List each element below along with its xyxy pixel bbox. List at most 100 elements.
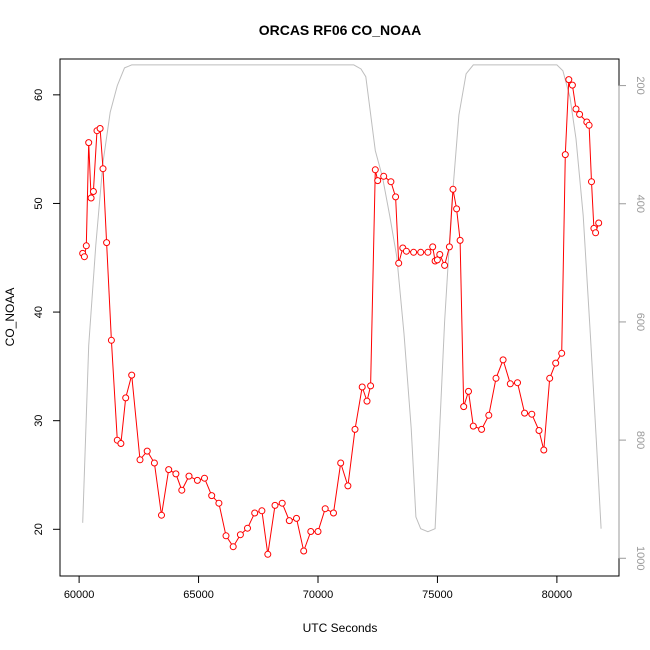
x-axis: 60000 65000 70000 75000 80000 <box>64 575 573 601</box>
co-point <box>193 476 201 484</box>
co-point <box>258 507 266 515</box>
co-point <box>469 422 477 430</box>
co-point <box>588 178 595 186</box>
co-point <box>585 121 593 129</box>
y-tick-label: 30 <box>33 415 45 427</box>
pressure-line <box>82 64 602 533</box>
co-point <box>424 248 432 256</box>
x-tick-label: 65000 <box>183 589 214 601</box>
co-point <box>506 380 514 388</box>
y-tick-label: 60 <box>33 89 45 101</box>
co-point <box>251 509 259 517</box>
co-point <box>445 243 453 251</box>
co-point <box>371 166 379 174</box>
co-point <box>528 410 536 418</box>
co-point <box>441 261 449 269</box>
co-point <box>143 447 151 455</box>
co-point <box>540 446 548 454</box>
co-point <box>387 178 395 186</box>
co-point <box>465 387 472 395</box>
co-point <box>453 205 461 213</box>
co-point <box>330 509 337 517</box>
co-point <box>358 383 366 391</box>
co-point <box>561 151 569 159</box>
co-point <box>363 397 371 405</box>
co-point <box>402 247 410 255</box>
co-series <box>79 76 603 558</box>
co-point <box>337 459 345 467</box>
co-point <box>165 466 173 474</box>
co-point <box>351 425 359 433</box>
co-point <box>107 336 115 344</box>
co-point <box>117 440 125 447</box>
y-axis-label: CO_NOAA <box>3 288 17 347</box>
co-point <box>87 194 95 202</box>
co-point <box>392 193 400 201</box>
co-point <box>244 524 251 532</box>
co-point <box>89 188 97 195</box>
y-tick-label: 20 <box>33 523 45 535</box>
co-point <box>514 379 521 387</box>
co-point <box>185 472 193 480</box>
y-axis: 20 30 40 50 60 <box>33 89 61 535</box>
y-tick-label: 40 <box>33 306 45 318</box>
chart-title: ORCAS RF06 CO_NOAA <box>259 22 422 38</box>
co-point <box>395 259 403 267</box>
co-point <box>208 492 216 500</box>
co-point <box>576 110 584 118</box>
co-point <box>278 499 286 507</box>
co-point <box>492 374 500 382</box>
co-point <box>485 411 493 419</box>
co-point <box>80 253 88 261</box>
right-tick-label: 800 <box>634 431 646 449</box>
co-point <box>82 242 90 250</box>
co-point <box>307 528 315 535</box>
co-point <box>96 125 104 132</box>
co-point <box>499 356 507 364</box>
co-point <box>172 470 180 478</box>
x-tick-label: 60000 <box>64 589 95 601</box>
co-point <box>380 172 388 180</box>
co-point <box>546 374 554 382</box>
co-point <box>456 236 464 244</box>
co-point <box>103 239 111 247</box>
co-point <box>572 105 580 113</box>
co-point <box>285 517 293 525</box>
co-point <box>229 543 237 551</box>
co-point <box>374 177 382 185</box>
co-point <box>136 456 144 464</box>
co-point <box>222 532 230 540</box>
co-point <box>449 185 457 193</box>
co-point <box>565 76 573 84</box>
co-point <box>436 251 444 258</box>
co-point <box>178 486 186 494</box>
co-point <box>410 248 418 256</box>
co-point <box>521 409 529 417</box>
co-point <box>367 382 375 390</box>
right-axis: 200 400 600 800 1000 <box>618 76 646 571</box>
right-tick-label: 200 <box>634 76 646 94</box>
x-tick-label: 70000 <box>303 589 334 601</box>
co-point <box>215 499 223 507</box>
co-point <box>552 359 560 367</box>
right-tick-label: 1000 <box>634 546 646 570</box>
co-point <box>99 165 107 173</box>
co-point <box>122 394 130 402</box>
co-point <box>595 219 603 227</box>
co-point <box>321 505 329 513</box>
co-point <box>344 482 352 490</box>
co-point <box>314 528 322 535</box>
right-tick-label: 400 <box>634 195 646 213</box>
co-point <box>128 371 136 379</box>
co-point <box>460 403 468 411</box>
co-point <box>293 514 300 522</box>
co-point <box>201 474 208 482</box>
co-point <box>300 547 308 555</box>
x-tick-label: 75000 <box>422 589 453 601</box>
co-point <box>478 425 486 433</box>
co-point <box>150 459 158 467</box>
co-point <box>535 427 543 434</box>
co-point <box>264 550 272 558</box>
x-tick-label: 80000 <box>542 589 573 601</box>
co-point <box>568 81 576 89</box>
